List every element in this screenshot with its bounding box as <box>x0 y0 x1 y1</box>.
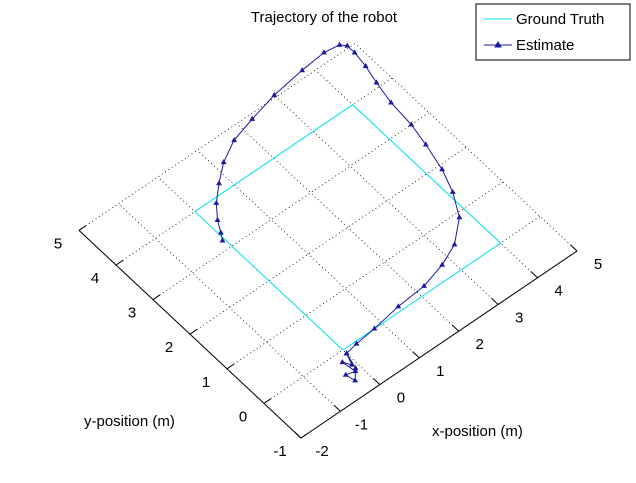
x-tick-label: 2 <box>476 336 484 353</box>
y-tick-mark <box>115 259 124 266</box>
chart-title: Trajectory of the robot <box>251 9 398 26</box>
grid-line-x <box>275 96 499 305</box>
x-tick-label: -1 <box>355 416 368 433</box>
y-tick-label: 2 <box>165 339 173 356</box>
data-point-estimate <box>439 261 446 267</box>
data-point-estimate <box>344 42 351 48</box>
y-axis-label: y-position (m) <box>84 413 175 430</box>
x-tick-mark <box>372 377 381 385</box>
x-tick-label: 5 <box>594 256 602 273</box>
axes <box>78 225 578 439</box>
data-point-estimate <box>214 216 221 222</box>
data-point-estimate <box>422 141 429 147</box>
plot-area <box>194 41 502 383</box>
y-tick-mark <box>300 432 309 439</box>
data-point-estimate <box>348 361 355 367</box>
legend-box <box>475 3 631 61</box>
data-point-estimate <box>449 188 456 194</box>
data-point-estimate <box>339 359 346 365</box>
y-tick-label: 1 <box>202 374 210 391</box>
legend-label-ground-truth: Ground Truth <box>516 11 604 28</box>
data-point-estimate <box>408 121 415 127</box>
grid-line-x <box>354 43 578 252</box>
data-point-estimate <box>395 303 402 309</box>
data-point-estimate <box>249 115 256 121</box>
x-tick-label: 4 <box>554 283 562 300</box>
x-tick-label: -2 <box>315 443 328 460</box>
data-point-estimate <box>451 241 458 247</box>
data-point-estimate <box>373 79 380 85</box>
x-tick-mark <box>333 404 341 412</box>
x-tick-label: 0 <box>397 390 405 407</box>
y-tick-labels: -1 0 1 2 3 4 5 <box>54 235 287 460</box>
grid-line-y <box>189 146 467 335</box>
data-point-estimate <box>219 237 226 243</box>
y-tick-label: 4 <box>91 270 99 287</box>
data-point-estimate <box>217 229 224 235</box>
data-point-estimate <box>421 282 427 288</box>
grid-line-y <box>152 112 430 300</box>
data-point-estimate <box>336 41 343 47</box>
x-tick-mark <box>570 244 578 252</box>
x-tick-mark <box>412 351 420 359</box>
y-tick-mark <box>152 294 161 301</box>
y-tick-mark <box>78 225 87 231</box>
x-axis-label: x-position (m) <box>432 423 523 440</box>
legend-label-estimate: Estimate <box>516 37 574 54</box>
series-line-estimate <box>215 44 460 382</box>
data-point-estimate <box>353 340 360 346</box>
x-tick-label: 3 <box>515 309 523 326</box>
x-tick-mark <box>530 271 538 279</box>
data-point-estimate <box>456 214 463 220</box>
legend: Ground Truth Estimate <box>475 3 631 61</box>
y-tick-mark <box>189 328 198 335</box>
data-point-estimate <box>213 199 220 205</box>
y-tick-label: 3 <box>128 305 136 322</box>
data-point-estimate <box>342 371 349 377</box>
data-point-estimate <box>216 180 222 186</box>
data-point-estimate <box>371 325 378 331</box>
y-tick-mark <box>226 363 235 370</box>
data-point-estimate <box>321 49 327 55</box>
grid-line-y <box>226 181 504 370</box>
data-point-estimate <box>352 365 359 371</box>
y-tick-label: 0 <box>239 408 247 425</box>
grid-line-x <box>118 203 341 412</box>
data-point-estimate <box>220 159 227 165</box>
data-point-estimate <box>362 62 369 68</box>
x-axis-line <box>300 250 578 439</box>
data-point-estimate <box>439 166 446 172</box>
x-tick-mark <box>491 297 499 305</box>
series-line-ground-truth <box>194 104 502 351</box>
x-tick-mark <box>451 324 460 332</box>
y-tick-label: -1 <box>273 443 286 460</box>
x-tick-labels: -2 -1 0 1 2 3 4 5 <box>315 256 602 460</box>
x-tick-label: 1 <box>436 363 444 380</box>
data-point-estimate <box>271 91 278 98</box>
data-point-estimate <box>299 67 306 73</box>
data-point-estimate <box>231 137 238 143</box>
legend-marker-estimate <box>494 41 502 48</box>
data-point-estimate <box>351 49 358 55</box>
x-tick-mark <box>293 431 302 439</box>
data-point-estimate <box>388 99 394 105</box>
y-tick-label: 5 <box>54 235 62 252</box>
y-tick-mark <box>263 398 272 404</box>
data-point-estimate <box>352 368 359 374</box>
data-point-estimate <box>343 350 350 356</box>
grid <box>78 43 578 439</box>
data-point-estimate <box>352 377 358 383</box>
